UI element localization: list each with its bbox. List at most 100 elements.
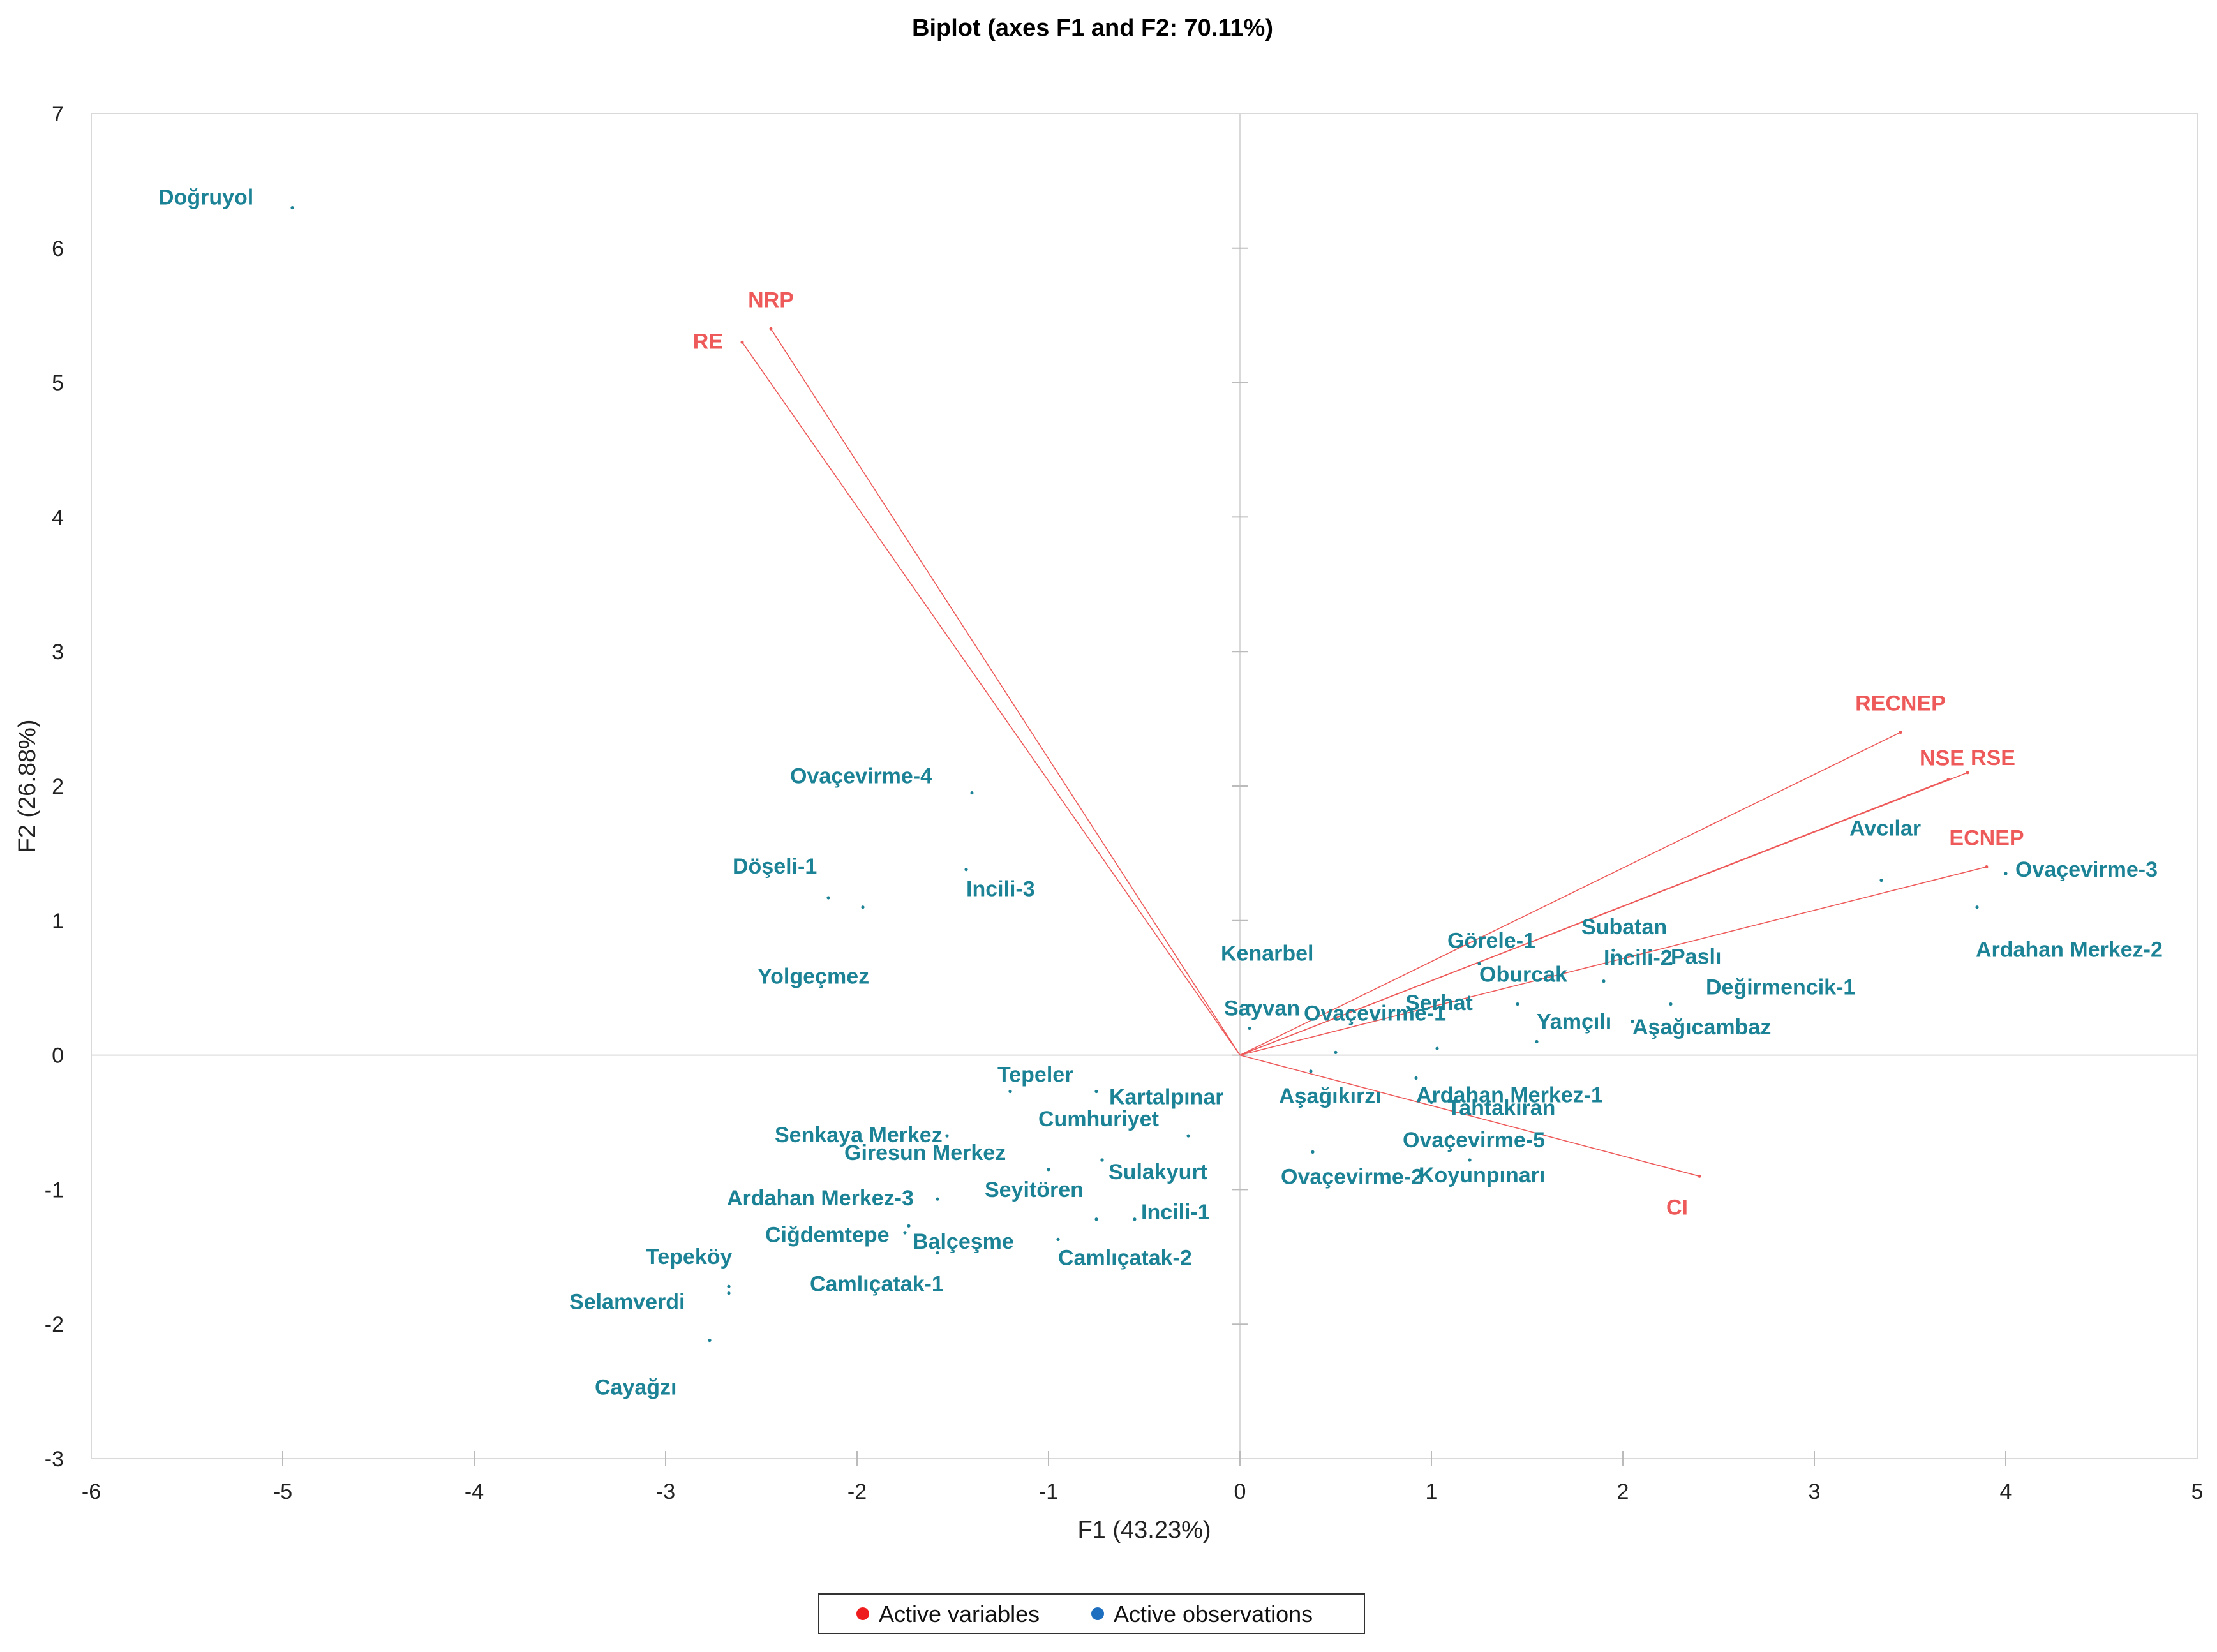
vector-rse [1239,772,1968,1056]
observation-label-ovacevirme-1: Ovaçevirme-1 [1304,1001,1446,1025]
variable-label-ci: CI [1666,1195,1688,1219]
y-tick-label: 4 [52,505,64,530]
observation-point-seyitoren [1094,1217,1098,1221]
observation-label-cumhuriyet: Cumhuriyet [1038,1107,1159,1131]
observation-point-tepekoy [727,1284,731,1288]
vector-tip-rse [1966,771,1969,775]
observation-label-ovacevirme-3: Ovaçevirme-3 [2015,858,2158,882]
vector-tip-ecnep [1985,865,1989,868]
observation-point-asagicambaz [1631,1020,1634,1023]
observation-label-incili-1: Incili-1 [1141,1200,1210,1224]
legend-marker-observations [1091,1607,1104,1620]
x-tick-label: -3 [656,1480,675,1504]
observation-label-incili-3: Incili-3 [966,877,1035,902]
observation-point-ovacevirme-4 [970,791,974,795]
legend-marker-variables [856,1607,869,1620]
observation-label-tepekoy: Tepeköy [646,1245,733,1269]
observation-label-dogruyol: Doğruyol [158,186,253,210]
observation-label-sayvan: Sayvan [1224,996,1300,1020]
legend: Active variables Active observations [818,1593,1365,1634]
observation-label-doseli-1: Döşeli-1 [733,854,817,879]
y-tick-label: 3 [52,640,64,664]
observation-point-senkaya-merkez [945,1134,949,1138]
observation-label-camlicatak-2: Camlıçatak-2 [1058,1246,1192,1270]
legend-label-variables: Active variables [879,1601,1040,1627]
observation-label-gorele-1: Görele-1 [1447,928,1535,953]
observation-point-balcesme [903,1231,907,1235]
x-tick-label: 5 [2191,1480,2204,1504]
vector-tip-ci [1698,1174,1701,1178]
y-tick-label: -1 [45,1178,64,1202]
observation-label-oburcak: Oburcak [1479,962,1567,986]
vector-ecnep [1239,866,1987,1056]
y-tick-label: -2 [45,1313,64,1337]
observation-point-incili-2 [1602,979,1606,983]
observation-point-tepeler [1008,1089,1012,1094]
observation-label-avcilar: Avcılar [1849,817,1921,841]
vector-ci [1239,1054,1700,1177]
variable-label-recnep: RECNEP [1855,692,1946,716]
observation-label-tepeler: Tepeler [997,1063,1073,1087]
observation-label-asagikirzi: Aşağıkırzı [1279,1084,1382,1108]
variable-label-nse: NSE [1920,746,1964,770]
observation-label-camlicatak-1: Camlıçatak-1 [810,1272,944,1296]
observation-label-yolgecmez: Yolgeçmez [758,965,869,989]
observation-label-ovacevirme-5: Ovaçevirme-5 [1403,1128,1545,1152]
vector-re [742,341,1241,1056]
observation-point-pasli [1669,962,1673,965]
observation-point-yamcili [1535,1039,1539,1044]
observation-point-incili-3 [964,868,968,872]
observation-point-incili-1 [1133,1217,1137,1221]
vector-recnep [1239,731,1901,1056]
observation-label-kartalpinar: Kartalpınar [1109,1085,1224,1110]
observation-label-koyunpinari: Koyunpınarı [1419,1163,1545,1187]
observation-label-giresun-merkez: Giresun Merkez [844,1141,1006,1165]
observation-point-ovacevirme-3 [2004,872,2008,875]
observation-point-tahtakiran [1429,1100,1433,1104]
observation-point-doseli-1 [826,896,830,900]
plot-area-border [91,113,2198,1459]
observation-label-seyitoren: Seyitören [985,1178,1084,1202]
observation-point-oburcak [1516,1002,1519,1006]
x-tick-label: -2 [847,1480,867,1504]
observation-label-selamverdi: Selamverdi [569,1290,685,1314]
x-tick-label: 3 [1809,1480,1821,1504]
variable-vectors-layer [740,327,1989,1178]
observation-point-degirmencik-1 [1669,1002,1673,1006]
observation-point-ovacevirme-1 [1334,1050,1338,1054]
x-tick-label: -1 [1039,1480,1058,1504]
x-tick-label: -4 [465,1480,484,1504]
variable-label-nrp: NRP [748,288,794,312]
observation-label-ovacevirme-2: Ovaçevirme-2 [1281,1165,1423,1189]
observation-label-cayagzi: Cayağzı [595,1375,677,1399]
observation-label-ardahan-merkez-2: Ardahan Merkez-2 [1976,938,2163,962]
axes-layer: -3 -2 -1 0 1 2 3 4 5 6 7 -6 -5 -4 -3 -2 -1 0 1 2 3 4 5 [45,102,2204,1504]
observation-label-ardahan-merkez-1: Ardahan Merkez-1 [1416,1083,1603,1107]
observation-label-pasli: Paslı [1671,944,1721,969]
observation-point-gorele-1 [1477,962,1481,965]
observation-label-serhat: Serhat [1405,991,1473,1015]
observation-label-incili-2: Incili-2 [1604,946,1673,971]
observation-point-giresun-merkez [1047,1168,1050,1172]
observation-point-avcilar [1879,878,1883,882]
x-axis-title: F1 (43.23%) [1077,1517,1211,1544]
labels-layer: NRP RE RECNEP NSE RSE ECNEP CI Doğruyol Ovaçevir… [158,186,2163,1400]
y-tick-label: 7 [52,102,64,126]
x-tick-label: -6 [82,1480,101,1504]
observation-point-subatan [1611,948,1615,952]
observation-label-ovacevirme-4: Ovaçevirme-4 [790,764,932,789]
observation-point-dogruyol [290,205,294,210]
variable-label-re: RE [693,329,723,353]
observation-point-cayagzi [708,1338,712,1343]
y-tick-label: 5 [52,371,64,396]
observation-point-yolgecmez [861,905,865,909]
vector-nrp [770,328,1241,1056]
observation-point-ovacevirme-5 [1449,1134,1452,1138]
observation-label-kenarbel: Kenarbel [1221,942,1314,966]
x-tick-label: 2 [1617,1480,1629,1504]
observation-point-sayvan [1248,1026,1251,1031]
vector-tip-nrp [769,327,773,331]
observation-point-asagikirzi [1309,1069,1313,1073]
